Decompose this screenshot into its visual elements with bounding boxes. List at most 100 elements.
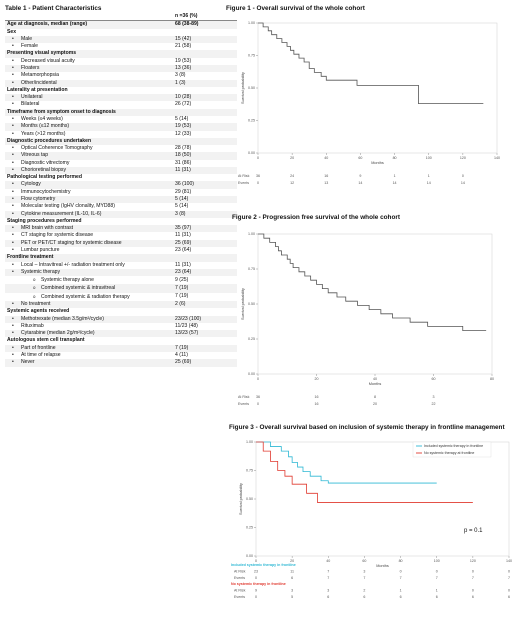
row-label: Years (>12 months) [5,131,173,138]
row-label: CT staging for systemic disease [5,232,173,239]
risk-value: 3 [433,395,435,399]
row-value: 11 (31) [175,232,191,239]
row-label: Pathological testing performed [7,174,83,181]
risk-row-label: Events [234,595,245,599]
figure-1-svg: 0.000.250.500.751.000 20 40 60 80 100 120 140Mo… [238,21,500,185]
row-value [173,137,237,146]
table-row: PET or PET/CT staging for systemic disea… [5,239,237,247]
series-line-0 [256,441,437,484]
series-line-0 [258,22,484,104]
risk-value: 6 [508,595,510,599]
row-value: 9 (25) [175,276,189,283]
row-label: Timeframe from symptom onset to diagnosi… [5,108,173,116]
risk-value: 0 [400,569,402,573]
risk-value: 3 [327,589,329,593]
table-row: n =36 (%) [5,13,237,22]
table-grid: n =36 (%) Age at diagnosis, median (range… [5,13,237,367]
row-value: 13/23 (57) [173,330,237,338]
risk-value: 7 [327,569,329,573]
p-value-annotation: p = 0.1 [464,528,483,534]
y-tick-label: 1.00 [246,440,253,444]
risk-value: 11 [290,569,294,573]
row-value: 19 (53) [175,57,192,64]
risk-value: 5 [291,595,293,599]
plot-frame [257,22,498,154]
row-label: Bilateral [5,101,173,108]
figure-2-plot: 0.00 0.25 0.50 0.75 1.00 0 20 40 60 80 Months Survi… [226,226,516,416]
row-label: Weeks (≤4 weeks) [5,116,173,123]
risk-row-label: Events [234,576,245,580]
risk-value: 7 [472,576,474,580]
row-label: Floaters [5,64,173,73]
risk-value: 6 [436,595,438,599]
row-value: 19 (53) [173,123,237,131]
series-line-1 [256,441,473,503]
risk-row-label: Events [238,402,249,406]
x-tick-label: 40 [373,377,377,381]
row-label: Systemic therapy alone [5,276,173,284]
risk-value: 0 [257,181,259,185]
x-tick-label: 80 [393,156,397,160]
risk-value: 14 [393,181,397,185]
row-label: Sex [7,28,17,35]
row-value: 12 (33) [175,130,192,137]
row-label [5,13,173,22]
row-label: Systemic therapy [5,268,173,277]
x-tick-label: 40 [326,559,330,563]
y-tick-label: 0.50 [246,497,253,501]
row-value: 5 (14) [173,196,237,204]
x-tick-label: 60 [358,156,362,160]
x-tick-label: 0 [257,156,259,160]
row-value: 28 (78) [175,145,192,152]
row-value: 4 (11) [175,351,188,358]
risk-value: 0 [462,174,464,178]
risk-value: 14 [358,181,362,185]
risk-row-label: At Risk [238,395,250,399]
risk-value: 1 [394,174,396,178]
row-label: Methotrexate (median 3.5g/m²/cycle) [5,315,173,323]
x-tick-label: 100 [434,559,440,563]
row-value: 11 (31) [175,261,191,268]
row-value: 36 (100) [173,181,237,189]
row-label: Vitreous tap [5,152,173,160]
row-value: 21 (58) [175,43,192,50]
row-value: 15 (42) [173,35,237,44]
row-label: Never [5,359,173,367]
table-row: Timeframe from symptom onset to diagnosi… [5,108,237,116]
y-tick-label: 0.25 [248,119,255,123]
row-label: Female [5,43,173,50]
row-label: Molecular testing (IgHV clonality, MYD88… [5,203,173,210]
row-label: At time of relapse [5,352,173,359]
risk-value: 16 [315,395,319,399]
risk-value: 0 [436,569,438,573]
table-row: Staging procedures performed [5,218,237,225]
table-title: Table 1 - Patient Characteristics [5,5,102,12]
y-axis-label: Survival probability [241,72,245,104]
row-label: Staging procedures performed [7,217,82,224]
risk-value: 7 [436,576,438,580]
plot-frame [257,233,493,375]
row-label: Combined systemic & intravitreal [5,284,173,293]
x-axis-label: Months [376,564,389,568]
y-tick-label: 1.00 [248,232,255,236]
risk-value: 7 [508,576,510,580]
row-label: Diagnostic procedures undertaken [5,137,173,146]
figure-2-svg: 0.000.250.500.751.000 20 40 60 80MonthsSurvi… [238,232,494,406]
risk-value: 6 [291,576,293,580]
row-value: 5 (14) [175,115,189,122]
x-axis-label: Months [369,382,382,386]
figure-2-title: Figure 2 - Progression free survival of … [232,214,400,221]
risk-value: 9 [359,174,361,178]
table-row: Local – Intravitreal +/- radiation treat… [5,262,237,269]
row-label: PET or PET/CT staging for systemic disea… [5,239,173,247]
x-tick-label: 80 [490,377,494,381]
